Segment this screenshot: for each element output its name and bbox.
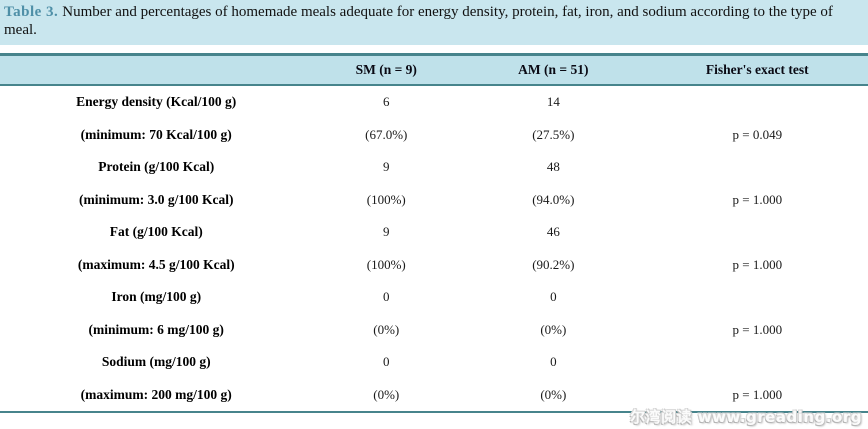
sm-value-cell: (0%)	[373, 386, 400, 402]
table-caption-label: Table 3.	[4, 4, 59, 20]
sm-value-cell: 6	[382, 94, 390, 110]
am-value-cell: 14	[546, 94, 560, 110]
row-label-cell: Protein (g/100 Kcal)	[98, 159, 215, 175]
header-fisher: Fisher's exact test	[705, 62, 809, 77]
am-value-cell: (0%)	[540, 386, 567, 402]
am-value-cell: 0	[550, 354, 557, 370]
table-row: (minimum: 70 Kcal/100 g) (67.0%) (27.5%)…	[0, 119, 868, 152]
sm-value-cell: (100%)	[366, 191, 406, 207]
header-am: AM (n = 51)	[518, 62, 589, 77]
p-value-cell: p = 0.049	[732, 126, 783, 142]
p-value-cell: p = 1.000	[732, 191, 783, 207]
table-row: (minimum: 6 mg/100 g) (0%) (0%) p = 1.00…	[0, 314, 868, 347]
am-value-cell: (27.5%)	[532, 126, 575, 142]
table-row: Energy density (Kcal/100 g) 6 14	[0, 86, 868, 119]
row-label-cell: (maximum: 200 mg/100 g)	[80, 386, 232, 402]
table-row: Protein (g/100 Kcal) 9 48	[0, 151, 868, 184]
data-table: SM (n = 9) AM (n = 51) Fisher's exact te…	[0, 53, 868, 413]
sm-value-cell: 0	[382, 354, 390, 370]
header-sm: SM (n = 9)	[355, 62, 417, 77]
am-value-cell: 48	[546, 159, 560, 175]
p-value-cell: p = 1.000	[732, 321, 783, 337]
am-value-cell: (90.2%)	[532, 256, 575, 272]
table-caption-text: Number and percentages of homemade meals…	[4, 4, 833, 38]
row-label-cell: Sodium (mg/100 g)	[101, 354, 211, 370]
sm-value-cell: 0	[382, 289, 390, 305]
row-label-cell: (minimum: 3.0 g/100 Kcal)	[78, 191, 234, 207]
row-label-cell: Fat (g/100 Kcal)	[109, 224, 203, 240]
row-label-cell: Energy density (Kcal/100 g)	[76, 94, 237, 110]
row-label-cell: (maximum: 4.5 g/100 Kcal)	[77, 256, 235, 272]
sm-value-cell: (100%)	[366, 256, 406, 272]
table-body: Energy density (Kcal/100 g) 6 14 (minimu…	[0, 86, 868, 413]
row-label-cell: (minimum: 6 mg/100 g)	[88, 321, 224, 337]
am-value-cell: 0	[550, 289, 557, 305]
p-value-cell: p = 1.000	[732, 256, 783, 272]
am-value-cell: (0%)	[540, 321, 567, 337]
table-row: (maximum: 200 mg/100 g) (0%) (0%) p = 1.…	[0, 379, 868, 412]
row-label-cell: (minimum: 70 Kcal/100 g)	[80, 126, 232, 142]
am-value-cell: 46	[546, 224, 560, 240]
sm-value-cell: (0%)	[373, 321, 400, 337]
sm-value-cell: 9	[382, 224, 390, 240]
watermark: 尔湾阅读 www.greading.org	[630, 408, 862, 426]
row-label-cell: Iron (mg/100 g)	[111, 289, 202, 305]
sm-value-cell: 9	[382, 159, 390, 175]
table-row: Fat (g/100 Kcal) 9 46	[0, 216, 868, 249]
table-row: (maximum: 4.5 g/100 Kcal) (100%) (90.2%)…	[0, 249, 868, 282]
table-row: Iron (mg/100 g) 0 0	[0, 281, 868, 314]
table-header-row: SM (n = 9) AM (n = 51) Fisher's exact te…	[0, 53, 868, 86]
p-value-cell: p = 1.000	[732, 386, 783, 402]
sm-value-cell: (67.0%)	[365, 126, 408, 142]
am-value-cell: (94.0%)	[532, 191, 575, 207]
table-caption: Table 3. Number and percentages of homema…	[0, 0, 868, 45]
table-row: (minimum: 3.0 g/100 Kcal) (100%) (94.0%)…	[0, 184, 868, 217]
table-row: Sodium (mg/100 g) 0 0	[0, 346, 868, 379]
